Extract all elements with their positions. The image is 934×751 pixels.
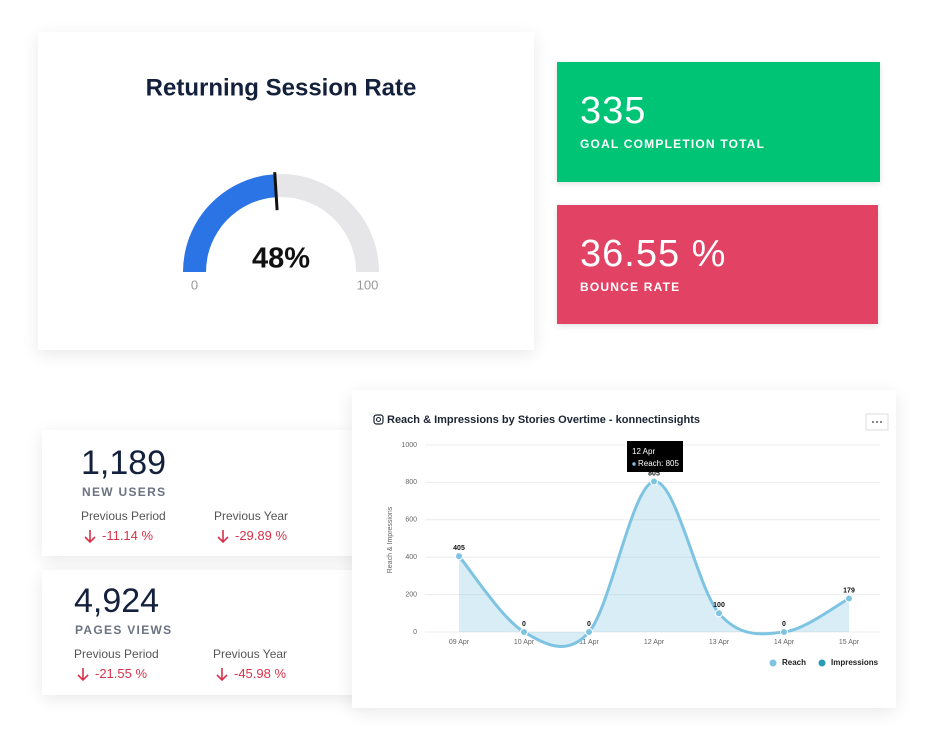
stat-value: 4,924 bbox=[74, 582, 160, 620]
legend-swatch bbox=[769, 659, 777, 667]
y-tick-label: 1000 bbox=[401, 442, 417, 449]
line-chart: Reach & Impressions by Stories Overtime … bbox=[373, 413, 889, 667]
point bbox=[845, 594, 853, 603]
y-tick-label: 600 bbox=[405, 517, 417, 524]
x-tick-label: 12 Apr bbox=[644, 639, 665, 646]
stat-card: 1,189 NEW USERS Previous Period -11.14 %… bbox=[42, 430, 372, 556]
down-arrow bbox=[216, 668, 228, 682]
x-tick-label: 15 Apr bbox=[839, 639, 860, 646]
instagram-icon bbox=[375, 416, 382, 423]
legend-swatch bbox=[818, 659, 826, 667]
y-tick-label: 0 bbox=[413, 629, 417, 636]
gauge-tick-label: 100 bbox=[357, 277, 379, 292]
menu-dot bbox=[880, 421, 882, 423]
comparison-label: Previous Period bbox=[81, 509, 166, 523]
point bbox=[650, 477, 658, 486]
y-tick-label: 200 bbox=[405, 591, 417, 598]
point bbox=[715, 609, 723, 618]
kpi-value: 36.55 % bbox=[580, 233, 727, 275]
data-label: 0 bbox=[522, 621, 526, 628]
chart-title: Reach & Impressions by Stories Overtime … bbox=[387, 414, 700, 426]
down-arrow bbox=[84, 530, 96, 544]
down-arrow bbox=[77, 668, 89, 682]
gauge-fill bbox=[183, 174, 277, 272]
comparison-value: -21.55 % bbox=[95, 666, 148, 681]
instagram-icon bbox=[373, 414, 384, 425]
tooltip bbox=[627, 441, 683, 472]
point bbox=[780, 628, 788, 636]
comparison-label: Previous Year bbox=[213, 647, 288, 661]
chart-card: Reach & Impressions by Stories Overtime … bbox=[352, 390, 896, 708]
legend-label: Impressions bbox=[831, 658, 879, 667]
comparison-value: -29.89 % bbox=[235, 528, 288, 543]
legend-label: Reach bbox=[782, 658, 806, 667]
comparison-label: Previous Period bbox=[74, 647, 159, 661]
x-tick-label: 09 Apr bbox=[449, 639, 470, 646]
gauge-needle bbox=[273, 172, 279, 211]
kpi-label: GOAL COMPLETION TOTAL bbox=[580, 137, 766, 151]
y-axis-label: Reach & Impressions bbox=[387, 506, 394, 573]
gauge-tick-label: 0 bbox=[191, 277, 198, 292]
point bbox=[520, 628, 528, 636]
menu-dot bbox=[872, 421, 874, 423]
stat-label: NEW USERS bbox=[82, 485, 167, 499]
data-label: 0 bbox=[587, 621, 591, 628]
gauge-value: 48% bbox=[252, 243, 310, 275]
kpi-card: 335 GOAL COMPLETION TOTAL bbox=[557, 62, 880, 182]
x-tick-label: 13 Apr bbox=[709, 639, 730, 646]
data-label: 805 bbox=[648, 470, 660, 477]
point bbox=[455, 552, 463, 561]
comparison-value: -11.14 % bbox=[102, 528, 154, 543]
menu-dot bbox=[876, 421, 878, 423]
data-label: 179 bbox=[843, 587, 855, 594]
comparison-label: Previous Year bbox=[214, 509, 289, 523]
area bbox=[459, 481, 849, 647]
data-label: 405 bbox=[453, 545, 465, 552]
down-arrow bbox=[217, 530, 229, 544]
x-tick-label: 14 Apr bbox=[774, 639, 795, 646]
gauge-card: Returning Session Rate 48% 0 100 bbox=[38, 32, 534, 350]
y-tick-label: 800 bbox=[405, 479, 417, 486]
stat-value: 1,189 bbox=[81, 444, 167, 482]
data-label: 100 bbox=[713, 602, 725, 609]
x-tick-label: 11 Apr bbox=[579, 639, 599, 646]
kpi-label: BOUNCE RATE bbox=[580, 280, 681, 294]
y-tick-label: 400 bbox=[405, 554, 417, 561]
kpi-value: 335 bbox=[580, 90, 647, 132]
comparison-value: -45.98 % bbox=[234, 666, 287, 681]
tooltip-text: Reach: 805 bbox=[638, 459, 679, 468]
stat-card: 4,924 PAGES VIEWS Previous Period -21.55… bbox=[42, 570, 372, 695]
gauge-title: Returning Session Rate bbox=[146, 74, 417, 101]
kpi-card: 36.55 % BOUNCE RATE bbox=[557, 205, 878, 324]
data-label: 0 bbox=[782, 621, 786, 628]
x-tick-label: 10 Apr bbox=[514, 639, 535, 646]
tooltip-title: 12 Apr bbox=[632, 447, 655, 456]
tooltip-dot bbox=[632, 462, 636, 466]
stat-label: PAGES VIEWS bbox=[75, 623, 173, 637]
point bbox=[585, 628, 593, 636]
gauge: Returning Session Rate 48% 0 100 bbox=[146, 74, 417, 292]
